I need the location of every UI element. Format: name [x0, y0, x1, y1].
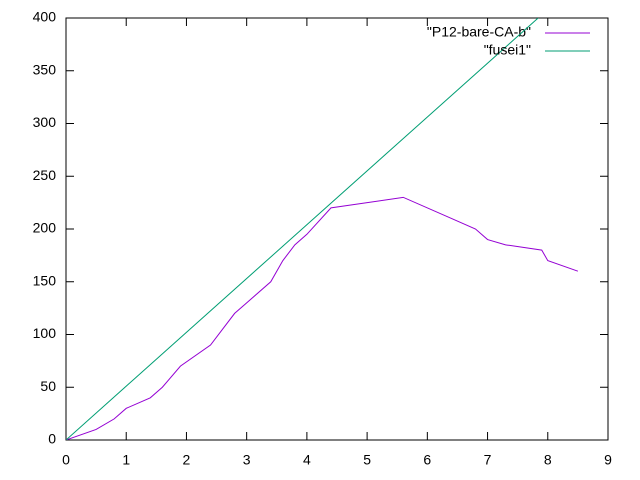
x-tick-label: 2	[183, 452, 191, 468]
x-tick-label: 1	[122, 452, 130, 468]
x-tick-label: 7	[484, 452, 492, 468]
x-tick-label: 0	[62, 452, 70, 468]
series-line	[66, 196, 579, 440]
x-tick-label: 6	[423, 452, 431, 468]
y-tick-label: 0	[48, 431, 56, 447]
y-tick-label: 200	[33, 220, 57, 236]
series-line	[66, 18, 539, 440]
y-tick-label: 250	[33, 167, 57, 183]
plot-border	[65, 17, 609, 441]
y-tick-label: 300	[33, 114, 57, 130]
y-tick-label: 400	[33, 9, 57, 25]
x-tick-label: 9	[604, 452, 612, 468]
legend-label: "P12-bare-CA-b"	[427, 24, 531, 40]
y-tick-label: 50	[40, 378, 56, 394]
x-tick-label: 8	[544, 452, 552, 468]
y-tick-label: 100	[33, 325, 57, 341]
x-tick-label: 4	[303, 452, 311, 468]
x-tick-label: 3	[243, 452, 251, 468]
x-tick-label: 5	[363, 452, 371, 468]
legend-label: "fusei1"	[484, 42, 531, 58]
y-tick-label: 150	[33, 272, 57, 288]
y-tick-label: 350	[33, 61, 57, 77]
